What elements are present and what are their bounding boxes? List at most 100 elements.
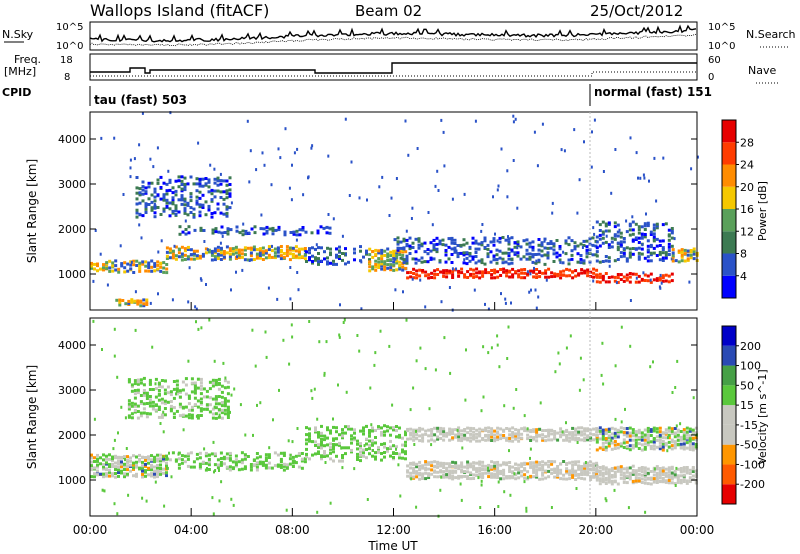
data-cell: [649, 470, 653, 473]
data-cell: [142, 402, 146, 406]
data-cell: [506, 195, 509, 199]
data-cell: [175, 379, 179, 383]
data-cell: [682, 434, 686, 438]
data-cell: [427, 476, 431, 479]
data-cell: [153, 199, 157, 203]
data-cell: [220, 390, 224, 394]
data-cell: [478, 466, 482, 470]
data-cell: [670, 257, 674, 261]
data-cell: [108, 259, 112, 263]
data-cell: [297, 250, 301, 254]
data-cell: [261, 246, 265, 250]
data-cell: [205, 403, 209, 407]
data-cell: [671, 254, 675, 258]
data-cell: [443, 164, 446, 168]
data-cell: [238, 231, 242, 235]
data-cell: [512, 406, 515, 410]
data-cell: [499, 427, 503, 431]
data-cell: [412, 461, 416, 465]
data-cell: [290, 323, 293, 327]
data-cell: [404, 430, 407, 434]
data-cell: [472, 275, 476, 279]
data-cell: [305, 250, 308, 254]
data-cell: [226, 392, 230, 396]
data-cell: [170, 475, 173, 479]
data-cell: [541, 122, 544, 126]
data-cell: [294, 460, 296, 464]
data-cell: [267, 286, 270, 290]
data-cell: [427, 428, 431, 432]
data-cell: [586, 470, 590, 474]
data-cell: [419, 278, 422, 282]
data-cell: [359, 249, 362, 253]
data-cell: [604, 471, 608, 474]
data-cell: [483, 262, 487, 266]
data-cell: [613, 434, 617, 438]
data-cell: [314, 258, 317, 262]
data-cell: [291, 248, 295, 252]
data-cell: [475, 470, 479, 474]
data-cell: [487, 471, 491, 475]
data-cell: [676, 474, 680, 478]
data-cell: [472, 430, 476, 434]
data-cell: [90, 475, 93, 479]
data-cell: [139, 299, 143, 303]
data-cell: [559, 273, 563, 277]
data-cell: [150, 193, 154, 197]
data-cell: [541, 466, 545, 470]
data-cell: [471, 255, 475, 259]
data-cell: [570, 249, 574, 253]
data-cell: [439, 464, 443, 468]
data-cell: [577, 432, 581, 436]
data-cell: [213, 189, 217, 193]
data-cell: [661, 476, 665, 480]
data-cell: [261, 258, 265, 261]
data-cell: [436, 435, 440, 439]
data-cell: [508, 470, 512, 473]
data-cell: [90, 264, 93, 268]
data-cell: [643, 224, 647, 228]
data-cell: [230, 497, 233, 501]
data-cell: [592, 474, 596, 478]
data-cell: [666, 449, 669, 453]
data-cell: [169, 111, 172, 115]
data-cell: [162, 471, 165, 475]
data-cell: [616, 428, 620, 432]
data-cell: [123, 462, 126, 466]
data-cell: [407, 153, 410, 157]
data-cell: [389, 445, 392, 449]
data-cell: [244, 229, 248, 233]
data-cell: [225, 245, 229, 249]
data-cell: [583, 271, 587, 275]
data-cell: [150, 259, 154, 263]
data-cell: [541, 438, 545, 442]
data-cell: [411, 277, 414, 281]
xtick-label: 12:00: [376, 523, 411, 537]
data-cell: [493, 276, 497, 280]
data-cell: [634, 236, 638, 240]
data-cell: [213, 255, 217, 259]
data-cell: [607, 473, 611, 477]
data-cell: [99, 252, 102, 256]
data-cell: [228, 183, 232, 186]
data-cell: [460, 271, 464, 275]
data-cell: [255, 248, 259, 252]
data-cell: [222, 462, 226, 466]
data-cell: [438, 239, 442, 243]
data-cell: [604, 259, 608, 263]
data-cell: [163, 504, 166, 508]
data-cell: [694, 442, 698, 446]
data-cell: [489, 250, 493, 254]
data-cell: [568, 477, 572, 481]
data-cell: [291, 459, 295, 463]
data-cell: [661, 276, 665, 280]
data-cell: [437, 189, 440, 192]
data-cell: [532, 437, 536, 441]
data-cell: [555, 239, 559, 242]
data-cell: [323, 438, 326, 442]
data-cell: [454, 428, 458, 432]
data-cell: [628, 253, 632, 257]
data-cell: [168, 178, 172, 182]
data-cell: [205, 407, 209, 411]
data-cell: [220, 480, 223, 484]
